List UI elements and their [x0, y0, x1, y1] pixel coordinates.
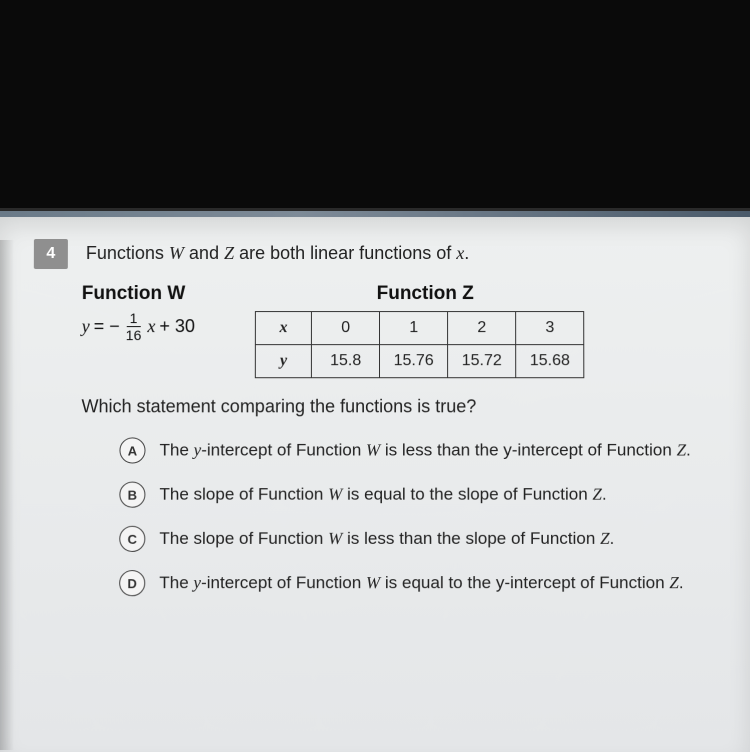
row-header-x: x — [256, 312, 312, 345]
choice-bubble[interactable]: C — [119, 526, 145, 552]
eq-x: x — [147, 316, 155, 337]
t: The — [160, 440, 194, 459]
row-header-y: y — [255, 345, 311, 378]
t: W — [366, 440, 380, 459]
t: W — [328, 485, 342, 504]
function-w-block: Function W y = − 1 16 x + 30 — [82, 283, 195, 342]
t: -intercept of Function — [201, 573, 366, 592]
t: . — [686, 440, 691, 459]
question-header-row: 4 Functions W and Z are both linear func… — [34, 239, 716, 269]
choice-text: The slope of Function W is less than the… — [159, 529, 614, 549]
function-w-title: Function W — [82, 283, 195, 305]
cell: 15.72 — [448, 345, 516, 378]
choice-text: The y-intercept of Function W is equal t… — [159, 573, 683, 593]
t: The slope of Function — [159, 529, 328, 548]
photo-background: 4 Functions W and Z are both linear func… — [0, 0, 750, 750]
t: The slope of Function — [159, 485, 328, 504]
choice-text: The y-intercept of Function W is less th… — [160, 440, 691, 460]
t: Z — [592, 485, 602, 504]
frac-den: 16 — [126, 327, 142, 342]
cell: 3 — [516, 312, 584, 345]
t: . — [610, 529, 615, 548]
t: is less than the y-intercept of Function — [380, 440, 676, 459]
choice-text: The slope of Function W is equal to the … — [159, 485, 606, 505]
stem-var-w: W — [169, 243, 184, 263]
eq-equals-neg: = − — [94, 316, 120, 337]
cell: 15.76 — [380, 345, 448, 378]
eq-y: y — [82, 316, 90, 337]
t: is equal to the y-intercept of Function — [380, 573, 669, 592]
t: is equal to the slope of Function — [342, 485, 592, 504]
t: Z — [600, 529, 610, 548]
cell: 1 — [380, 312, 448, 345]
cell: 0 — [312, 312, 380, 345]
eq-tail: + 30 — [159, 316, 195, 337]
choice-bubble[interactable]: B — [119, 482, 145, 508]
functions-row: Function W y = − 1 16 x + 30 Function Z — [82, 283, 717, 378]
choice-bubble[interactable]: A — [119, 437, 145, 463]
function-z-title: Function Z — [255, 283, 595, 305]
stem-var-z: Z — [224, 243, 234, 263]
t: . — [679, 573, 684, 592]
frac-num: 1 — [127, 311, 141, 327]
choice-c[interactable]: C The slope of Function W is less than t… — [119, 526, 717, 552]
t: W — [328, 529, 342, 548]
function-z-block: Function Z x 0 1 2 3 y 15.8 15.76 — [255, 283, 596, 378]
question-body: Function W y = − 1 16 x + 30 Function Z — [33, 283, 717, 596]
choice-bubble[interactable]: D — [119, 570, 145, 596]
table-row: y 15.8 15.76 15.72 15.68 — [255, 345, 583, 378]
worksheet-screen: 4 Functions W and Z are both linear func… — [0, 208, 750, 752]
stem-text: are both linear functions of — [234, 243, 456, 263]
eq-fraction: 1 16 — [126, 311, 142, 342]
comparison-prompt: Which statement comparing the functions … — [81, 396, 716, 417]
cell: 2 — [448, 312, 516, 345]
choice-b[interactable]: B The slope of Function W is equal to th… — [119, 482, 717, 508]
cell: 15.8 — [312, 345, 380, 378]
choice-d[interactable]: D The y-intercept of Function W is equal… — [119, 570, 717, 596]
t: y — [193, 573, 201, 592]
t: is less than the slope of Function — [342, 529, 600, 548]
answer-choices: A The y-intercept of Function W is less … — [81, 437, 717, 596]
t: . — [602, 485, 607, 504]
question-stem: Functions W and Z are both linear functi… — [86, 239, 469, 264]
choice-a[interactable]: A The y-intercept of Function W is less … — [119, 437, 716, 463]
stem-text: and — [184, 243, 224, 263]
t: -intercept of Function — [201, 440, 366, 459]
question-number-badge: 4 — [34, 239, 68, 269]
function-z-table: x 0 1 2 3 y 15.8 15.76 15.72 15.68 — [255, 311, 584, 378]
stem-text: Functions — [86, 243, 169, 263]
function-w-equation: y = − 1 16 x + 30 — [82, 311, 195, 342]
t: y — [194, 440, 202, 459]
screen-glare — [0, 211, 750, 217]
cell: 15.68 — [516, 345, 584, 378]
t: The — [159, 573, 193, 592]
t: W — [366, 573, 380, 592]
t: Z — [669, 573, 679, 592]
table-row: x 0 1 2 3 — [256, 312, 584, 345]
stem-text: . — [464, 243, 469, 263]
